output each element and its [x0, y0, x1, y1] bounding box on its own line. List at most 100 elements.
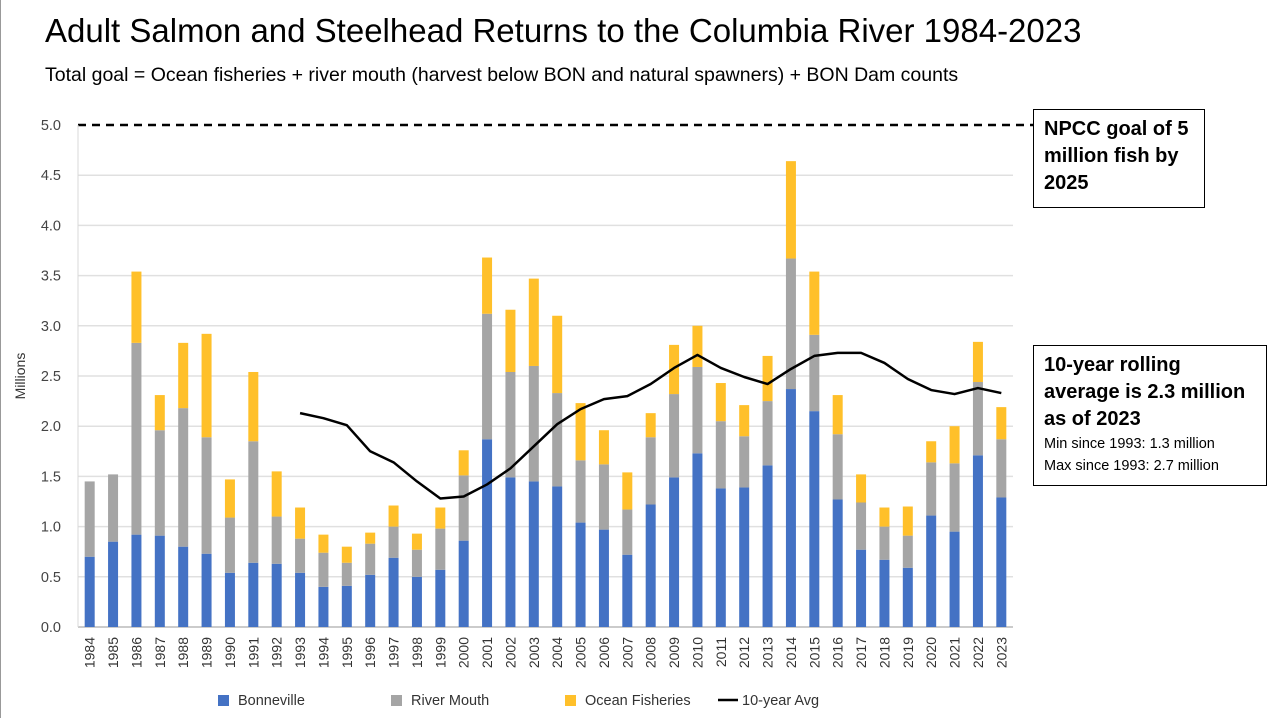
bar-ocean-fisheries — [411, 533, 422, 550]
bar-river-mouth — [669, 394, 680, 478]
bar-bonneville — [902, 567, 913, 627]
bar-river-mouth — [295, 538, 306, 573]
y-tick-label: 4.0 — [41, 218, 61, 234]
bar-river-mouth — [575, 460, 586, 523]
bar-ocean-fisheries — [926, 441, 937, 463]
bar-bonneville — [856, 549, 867, 627]
bar-ocean-fisheries — [785, 161, 796, 259]
bar-ocean-fisheries — [365, 532, 376, 544]
x-tick-label: 1990 — [222, 637, 238, 668]
bar-ocean-fisheries — [645, 413, 656, 438]
bar-river-mouth — [622, 509, 633, 555]
bar-bonneville — [809, 411, 820, 627]
bar-river-mouth — [411, 549, 422, 577]
x-tick-label: 1997 — [386, 637, 402, 668]
x-tick-label: 2002 — [502, 637, 518, 668]
bar-ocean-fisheries — [879, 507, 890, 527]
y-tick-label: 0.5 — [41, 570, 61, 586]
bar-river-mouth — [645, 437, 656, 505]
x-tick-label: 2008 — [643, 637, 659, 668]
bar-river-mouth — [482, 313, 493, 440]
bar-ocean-fisheries — [505, 309, 516, 372]
y-tick-label: 2.5 — [41, 369, 61, 385]
bar-river-mouth — [108, 474, 119, 542]
bar-ocean-fisheries — [762, 355, 773, 402]
bar-bonneville — [295, 572, 306, 627]
bar-bonneville — [762, 465, 773, 627]
bar-ocean-fisheries — [248, 371, 259, 442]
x-tick-label: 2013 — [760, 637, 776, 668]
bar-river-mouth — [365, 543, 376, 575]
x-tick-label: 1987 — [152, 637, 168, 668]
x-tick-label: 2009 — [666, 637, 682, 668]
bar-ocean-fisheries — [739, 405, 750, 437]
x-tick-label: 1985 — [105, 637, 121, 668]
bar-ocean-fisheries — [856, 474, 867, 503]
bar-river-mouth — [785, 258, 796, 390]
bar-ocean-fisheries — [949, 426, 960, 464]
bar-ocean-fisheries — [622, 472, 633, 510]
x-tick-label: 2020 — [923, 637, 939, 668]
bar-ocean-fisheries — [809, 271, 820, 335]
bar-river-mouth — [154, 430, 165, 536]
y-tick-label: 0.0 — [41, 620, 61, 636]
x-tick-label: 2015 — [806, 637, 822, 668]
bar-ocean-fisheries — [318, 534, 329, 553]
bar-river-mouth — [131, 342, 142, 535]
x-tick-label: 1984 — [82, 637, 98, 668]
x-tick-label: 2003 — [526, 637, 542, 668]
bar-bonneville — [598, 529, 609, 627]
bar-ocean-fisheries — [154, 395, 165, 431]
bar-bonneville — [785, 389, 796, 627]
average-annotation-title: 10-year rolling average is 2.3 million a… — [1044, 354, 1246, 430]
bar-bonneville — [996, 497, 1007, 627]
x-tick-label: 2017 — [853, 637, 869, 668]
bar-bonneville — [715, 488, 726, 627]
bar-ocean-fisheries — [295, 507, 306, 539]
bar-river-mouth — [598, 464, 609, 530]
bar-bonneville — [669, 477, 680, 627]
bar-bonneville — [832, 499, 843, 627]
bar-river-mouth — [341, 562, 352, 586]
bar-bonneville — [879, 559, 890, 627]
y-tick-label: 1.0 — [41, 520, 61, 536]
bar-bonneville — [692, 453, 703, 627]
bar-river-mouth — [832, 434, 843, 500]
bar-ocean-fisheries — [715, 383, 726, 422]
bar-bonneville — [435, 569, 446, 627]
bar-river-mouth — [949, 463, 960, 532]
bar-ocean-fisheries — [692, 325, 703, 367]
x-tick-label: 2000 — [456, 637, 472, 668]
bar-bonneville — [84, 556, 95, 627]
x-tick-label: 2010 — [689, 637, 705, 668]
bar-bonneville — [341, 585, 352, 627]
bar-river-mouth — [856, 502, 867, 550]
x-tick-label: 1986 — [128, 637, 144, 668]
chart-subtitle: Total goal = Ocean fisheries + river mou… — [45, 64, 959, 86]
bar-ocean-fisheries — [996, 407, 1007, 440]
x-tick-label: 2021 — [947, 637, 963, 668]
bar-ocean-fisheries — [271, 471, 282, 517]
y-tick-label: 3.5 — [41, 269, 61, 285]
bar-river-mouth — [715, 421, 726, 489]
bar-bonneville — [482, 439, 493, 627]
bar-bonneville — [458, 540, 469, 627]
bar-ocean-fisheries — [972, 341, 983, 383]
bar-river-mouth — [926, 462, 937, 516]
bar-bonneville — [108, 541, 119, 627]
bar-bonneville — [622, 554, 633, 627]
bar-river-mouth — [318, 552, 329, 587]
goal-annotation-box: NPCC goal of 5 million fish by 2025 — [1033, 109, 1205, 208]
legend-swatch — [218, 695, 229, 706]
x-tick-label: 2006 — [596, 637, 612, 668]
bar-bonneville — [178, 546, 189, 627]
x-tick-label: 2016 — [830, 637, 846, 668]
x-tick-label: 1991 — [245, 637, 261, 668]
x-tick-label: 2001 — [479, 637, 495, 668]
bar-river-mouth — [879, 526, 890, 560]
bar-ocean-fisheries — [528, 278, 539, 366]
bar-ocean-fisheries — [832, 395, 843, 435]
bar-bonneville — [739, 487, 750, 627]
bar-bonneville — [552, 486, 563, 627]
